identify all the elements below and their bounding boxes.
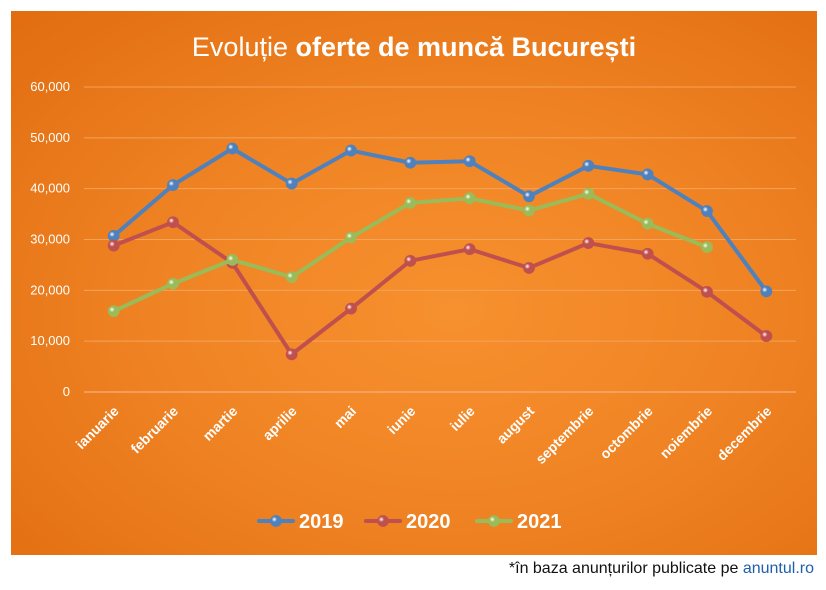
data-point (167, 216, 179, 229)
x-tick-label: februarie (127, 403, 181, 457)
x-tick-label: aprilie (259, 403, 300, 444)
data-point (641, 217, 654, 230)
data-point (641, 168, 654, 181)
data-point (285, 177, 298, 190)
data-point (404, 196, 417, 209)
data-point (523, 190, 535, 203)
series-2019 (107, 142, 773, 298)
data-point (345, 144, 357, 157)
legend-label: 2020 (406, 511, 451, 533)
x-tick-label: martie (199, 403, 240, 444)
data-point (345, 231, 357, 244)
data-point (167, 277, 179, 290)
data-point (285, 271, 298, 284)
data-point (582, 237, 595, 249)
data-point (641, 247, 654, 260)
legend-item: 2021 (475, 511, 562, 533)
y-tick-label: 40,000 (30, 181, 70, 196)
data-point (463, 243, 476, 256)
x-tick-label: august (493, 403, 537, 447)
series-line (111, 146, 769, 294)
y-tick-label: 10,000 (30, 333, 70, 348)
y-tick-label: 50,000 (30, 130, 70, 145)
x-tick-label: noiembrie (656, 403, 715, 462)
legend-marker (270, 515, 282, 527)
legend-item: 2019 (257, 511, 344, 533)
x-tick-label: septembrie (532, 403, 596, 467)
data-point (582, 159, 595, 172)
chart-title-prefix: Evoluție (192, 32, 296, 62)
legend-label: 2021 (517, 511, 562, 533)
legend: 2019 2020 2021 (257, 511, 562, 533)
data-point (404, 156, 417, 169)
legend-marker (488, 515, 500, 527)
data-point (285, 348, 298, 361)
data-point (701, 241, 713, 254)
x-tick-label: iunie (384, 403, 419, 438)
series-line (111, 220, 769, 357)
y-tick-label: 30,000 (30, 232, 70, 247)
line-chart: Evoluție oferte de muncă București 0 10,0… (30, 32, 796, 533)
chart-title: Evoluție oferte de muncă București (192, 32, 636, 62)
data-point (463, 192, 476, 205)
chart-panel: Evoluție oferte de muncă București 0 10,0… (11, 11, 817, 555)
x-tick-label: decembrie (714, 403, 775, 464)
data-point (701, 205, 713, 217)
legend-label: 2019 (299, 511, 344, 533)
data-point (523, 262, 535, 274)
legend-item: 2020 (364, 511, 451, 533)
series-2021 (107, 187, 713, 318)
legend-marker (377, 515, 389, 527)
data-point (523, 204, 535, 217)
y-tick-label: 20,000 (30, 282, 70, 297)
x-tick-label: ianuarie (73, 403, 122, 452)
data-point (226, 142, 239, 155)
source-footnote: *în baza anunțurilor publicate pe anuntu… (0, 560, 814, 578)
series-layer (107, 142, 773, 361)
y-tick-label: 60,000 (30, 79, 70, 94)
data-point (345, 302, 357, 315)
x-tick-label: iulie (447, 403, 478, 434)
x-tick-label: mai (331, 403, 359, 431)
chart-title-main: oferte de muncă București (295, 32, 636, 62)
data-point (701, 285, 713, 298)
data-point (582, 187, 595, 200)
source-link[interactable]: anuntul.ro (742, 560, 814, 577)
series-2020 (107, 216, 773, 361)
data-point (404, 254, 417, 267)
series-line (111, 191, 709, 314)
footnote-text: *în baza anunțurilor publicate pe (508, 560, 743, 577)
x-tick-label: octombrie (597, 403, 656, 462)
data-point (760, 330, 773, 342)
y-tick-label: 0 (63, 384, 70, 399)
data-point (107, 239, 120, 252)
data-point (107, 305, 120, 318)
gridlines (84, 86, 796, 342)
data-point (463, 155, 476, 168)
data-point (167, 179, 179, 192)
data-point (760, 285, 773, 298)
data-point (226, 253, 239, 266)
